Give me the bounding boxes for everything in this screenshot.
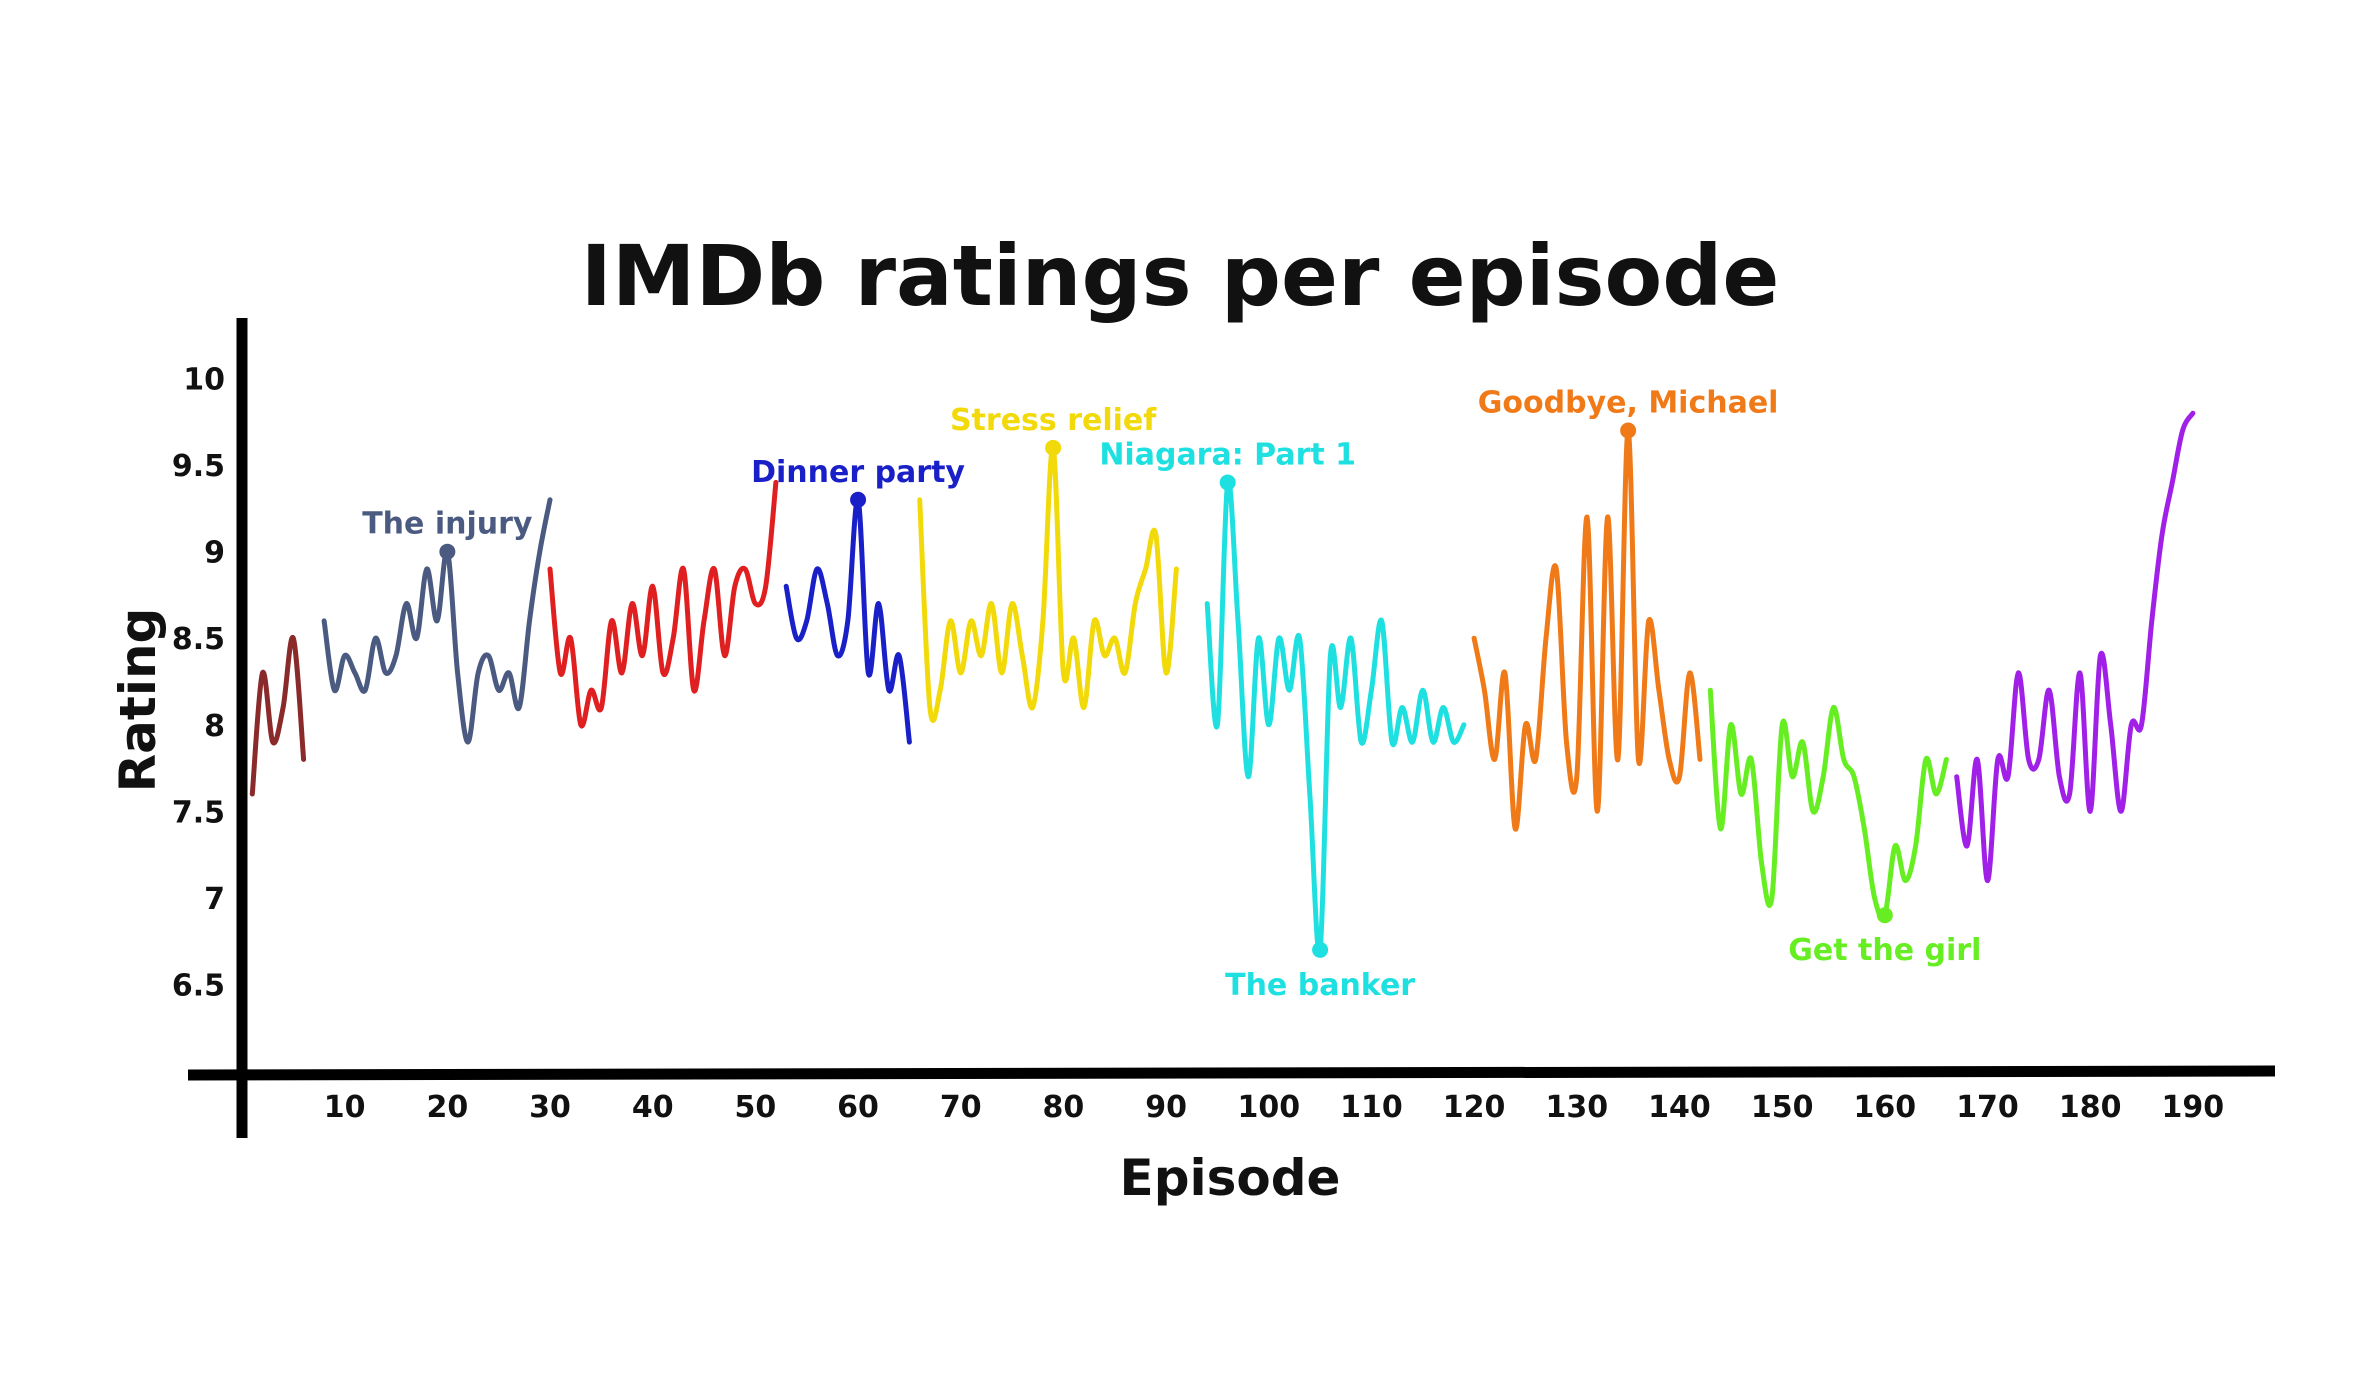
annotation-marker (850, 491, 867, 508)
x-tick-label: 90 (1145, 1090, 1187, 1125)
x-tick-label: 140 (1648, 1090, 1711, 1125)
chart-title: IMDb ratings per episode (581, 227, 1780, 325)
annotation-label: The banker (1225, 968, 1415, 1003)
annotation-marker (1312, 941, 1329, 958)
x-tick-label: 150 (1751, 1090, 1814, 1125)
x-axis-line (187, 1065, 2276, 1081)
x-tick-label: 170 (1956, 1090, 2019, 1125)
annotation-label: Niagara: Part 1 (1099, 437, 1356, 472)
y-tick-label: 8 (204, 709, 225, 744)
x-axis-label: Episode (1120, 1149, 1341, 1207)
y-tick-label: 10 (183, 363, 225, 398)
series-line-season-1 (249, 635, 307, 797)
series-line-season-6 (1204, 478, 1467, 955)
annotation-marker (439, 543, 456, 560)
annotation-label: The injury (362, 507, 533, 542)
y-tick-layer: 6.5 7 7.5 8 8.5 9 9.5 10 (172, 363, 225, 1004)
annotation-label: Stress relief (950, 403, 1157, 438)
y-tick-label: 9.5 (172, 449, 225, 484)
annotation-label: Dinner party (751, 455, 965, 490)
series-line-season-9 (1954, 410, 2196, 884)
annotation-marker (1219, 474, 1236, 491)
x-tick-label: 70 (940, 1090, 982, 1125)
x-tick-layer: 10 20 30 40 50 60 70 80 90 100 110 120 130 140 150 160 1… (324, 1090, 2224, 1125)
x-tick-label: 30 (529, 1090, 571, 1125)
x-tick-label: 40 (632, 1090, 674, 1125)
series-line-season-2 (321, 497, 553, 745)
x-tick-label: 130 (1545, 1090, 1608, 1125)
series-line-season-8 (1707, 687, 1949, 921)
x-tick-label: 180 (2059, 1090, 2122, 1125)
series-line-season-5 (917, 445, 1179, 723)
x-tick-label: 120 (1443, 1090, 1506, 1125)
y-tick-label: 9 (204, 536, 225, 571)
x-tick-label: 50 (735, 1090, 777, 1125)
series-line-season-3 (547, 479, 779, 729)
annotation-label: Get the girl (1788, 933, 1981, 968)
x-tick-label: 110 (1340, 1090, 1403, 1125)
x-tick-label: 100 (1237, 1090, 1300, 1125)
x-tick-label: 190 (2162, 1090, 2225, 1125)
x-tick-label: 160 (1854, 1090, 1917, 1125)
annotation-marker (1045, 439, 1062, 456)
y-tick-label: 7 (204, 882, 225, 917)
y-tick-label: 6.5 (172, 968, 225, 1003)
annotation-layer: The injury Dinner party Stress reliefNiaga… (362, 386, 1981, 1003)
x-tick-label: 20 (426, 1090, 468, 1125)
annotation-marker (1876, 907, 1893, 924)
x-tick-label: 80 (1043, 1090, 1085, 1125)
y-tick-label: 7.5 (172, 795, 225, 830)
series-line-season-4 (783, 497, 912, 745)
annotation-marker (1620, 422, 1637, 439)
series-line-season-7 (1471, 428, 1703, 832)
y-tick-label: 8.5 (172, 622, 225, 657)
y-axis-label: Rating (109, 608, 167, 793)
series-layer (249, 410, 2196, 955)
x-tick-label: 10 (324, 1090, 366, 1125)
x-tick-label: 60 (837, 1090, 879, 1125)
annotation-label: Goodbye, Michael (1478, 386, 1779, 421)
